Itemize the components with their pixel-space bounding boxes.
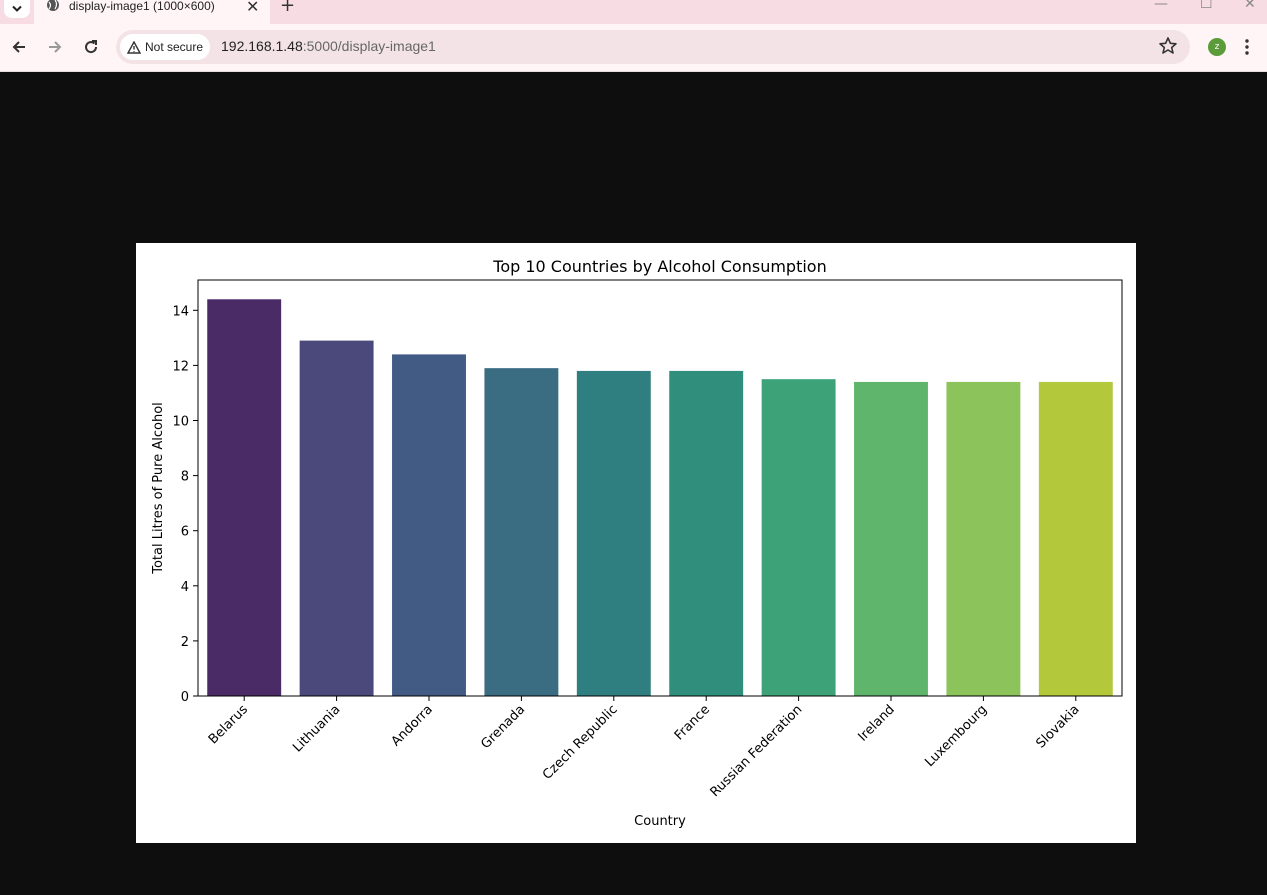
tab-search-button[interactable]: [4, 0, 30, 18]
bar-2: [392, 354, 466, 696]
reload-button[interactable]: [81, 37, 101, 57]
bar-5: [669, 370, 744, 696]
x-tick-label-2: Andorra: [389, 702, 436, 749]
x-axis: Belarus Lithuania Andorra Grenada Czech Repu…: [206, 696, 1083, 800]
more-vert-icon[interactable]: [1244, 37, 1250, 57]
y-axis: 0 2 4 6 8 10 12 14: [172, 304, 198, 705]
y-tick-label-3: 6: [181, 525, 189, 540]
x-tick-label-0: Belarus: [206, 702, 251, 747]
bar-1: [299, 340, 374, 696]
star-icon[interactable]: [1158, 36, 1178, 56]
x-tick-label-4: Czech Republic: [540, 702, 621, 783]
x-tick-label-5: France: [672, 702, 713, 743]
x-tick-label-6: Russian Federation: [708, 702, 806, 800]
minimize-icon[interactable]: —: [1154, 0, 1168, 12]
x-tick-label-8: Luxembourg: [922, 702, 990, 770]
y-tick-label-5: 10: [172, 415, 189, 430]
url-text[interactable]: 192.168.1.48:5000/display-image1: [221, 38, 436, 54]
tab-strip: display-image1 (1000×600) ✕ + — ☐ ✕: [0, 0, 1267, 24]
plot-frame: [197, 279, 1123, 697]
y-tick-label-7: 14: [172, 304, 189, 319]
plus-icon[interactable]: +: [280, 0, 296, 16]
x-tick-label-9: Slovakia: [1033, 702, 1082, 751]
security-chip[interactable]: Not secure: [120, 34, 210, 60]
x-tick-label-7: Ireland: [855, 702, 897, 744]
bar-9: [1038, 381, 1113, 696]
chart-title: Top 10 Countries by Alcohol Consumption: [492, 257, 826, 276]
y-tick-label-6: 12: [172, 359, 189, 374]
x-axis-label: Country: [634, 814, 686, 829]
y-tick-label-1: 2: [181, 635, 189, 650]
bar-8: [946, 381, 1021, 696]
bar-7: [854, 381, 928, 696]
x-tick-label-3: Grenada: [478, 702, 528, 752]
back-arrow-icon: [12, 41, 25, 53]
bar-0: [207, 299, 282, 696]
window-close-icon[interactable]: ✕: [1244, 0, 1256, 12]
y-axis-label: Total Litres of Pure Alcohol: [151, 402, 166, 575]
address-bar[interactable]: Not secure 192.168.1.48:5000/display-ima…: [116, 30, 1190, 64]
url-host: 192.168.1.48: [221, 38, 303, 54]
bar-3: [484, 368, 559, 696]
forward-button[interactable]: [45, 37, 65, 57]
x-tick-label-1: Lithuania: [290, 702, 343, 755]
security-label: Not secure: [145, 40, 204, 54]
globe-icon: [47, 0, 59, 11]
bar-chart: Top 10 Countries by Alcohol Consumption …: [151, 257, 1123, 829]
avatar[interactable]: z: [1208, 38, 1226, 56]
close-icon[interactable]: ✕: [246, 0, 260, 16]
tab-title: display-image1 (1000×600): [69, 0, 215, 13]
warning-icon: [127, 40, 141, 54]
displayed-image: Top 10 Countries by Alcohol Consumption …: [136, 243, 1136, 843]
url-path: :5000/display-image1: [302, 38, 436, 54]
y-tick-label-0: 0: [181, 690, 189, 705]
maximize-icon[interactable]: ☐: [1200, 0, 1213, 12]
browser-toolbar: Not secure 192.168.1.48:5000/display-ima…: [0, 24, 1267, 72]
bar-4: [576, 370, 651, 696]
bars-group: [207, 299, 1113, 696]
tab-active[interactable]: display-image1 (1000×600) ✕: [34, 0, 270, 24]
y-tick-label-2: 4: [181, 580, 189, 595]
bar-6: [761, 379, 836, 696]
reload-icon: [85, 40, 98, 54]
back-button[interactable]: [9, 37, 29, 57]
chevron-down-icon: [12, 5, 22, 12]
y-tick-label-4: 8: [181, 470, 189, 485]
forward-arrow-icon: [49, 41, 62, 53]
